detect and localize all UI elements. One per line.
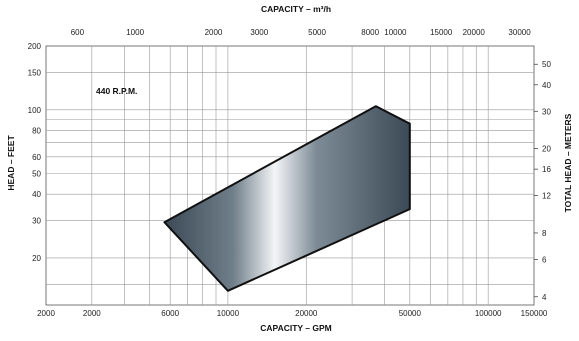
y-tick-label: 50 bbox=[32, 170, 41, 179]
x2-tick-label: 15000 bbox=[430, 28, 453, 37]
x-tick-label: 6000 bbox=[161, 309, 179, 318]
y-tick-label: 20 bbox=[32, 254, 41, 263]
y-axis-right-title: TOTAL HEAD – METERS bbox=[563, 113, 573, 212]
x-tick-label: 10000 bbox=[217, 309, 240, 318]
x-tick-label: 100000 bbox=[475, 309, 502, 318]
x2-tick-label: 2000 bbox=[205, 28, 223, 37]
y2-tick-label: 6 bbox=[542, 255, 547, 264]
x2-tick-label: 8000 bbox=[361, 28, 379, 37]
y2-tick-label: 8 bbox=[542, 229, 547, 238]
y-tick-label: 60 bbox=[32, 153, 41, 162]
rpm-annotation: 440 R.P.M. bbox=[96, 86, 137, 96]
y2-tick-label: 4 bbox=[542, 293, 547, 302]
y2-tick-label: 12 bbox=[542, 192, 551, 201]
y-tick-label: 200 bbox=[28, 42, 42, 51]
tick-labels: 2000 2000 6000 10000 20000 50000 100000 150000 6… bbox=[28, 28, 552, 318]
y-tick-label: 100 bbox=[28, 106, 42, 115]
y2-tick-label: 40 bbox=[542, 81, 551, 90]
x-tick-label: 2000 bbox=[83, 309, 101, 318]
x2-tick-label: 3000 bbox=[250, 28, 268, 37]
operating-region bbox=[163, 105, 411, 292]
x-axis-bottom-title: CAPACITY – GPM bbox=[260, 323, 331, 333]
x2-tick-label: 600 bbox=[71, 28, 85, 37]
chart-marks bbox=[163, 105, 411, 292]
y2-tick-label: 30 bbox=[542, 107, 551, 116]
x2-tick-label: 10000 bbox=[384, 28, 407, 37]
x-tick-label: 2000 bbox=[37, 309, 55, 318]
x-tick-label: 50000 bbox=[399, 309, 422, 318]
y2-tick-label: 16 bbox=[542, 165, 551, 174]
x-tick-label: 20000 bbox=[295, 309, 318, 318]
x2-tick-label: 1000 bbox=[126, 28, 144, 37]
y2-tick-label: 20 bbox=[542, 145, 551, 154]
plot-frame bbox=[45, 45, 535, 306]
y-tick-label: 80 bbox=[32, 126, 41, 135]
x2-tick-label: 30000 bbox=[508, 28, 531, 37]
x2-tick-label: 20000 bbox=[463, 28, 486, 37]
y2-tick-label: 50 bbox=[542, 60, 551, 69]
y-tick-label: 30 bbox=[32, 217, 41, 226]
x-tick-label: 150000 bbox=[521, 309, 548, 318]
y-tick-label: 150 bbox=[28, 68, 42, 77]
y-axis-left-title: HEAD – FEET bbox=[6, 135, 16, 191]
y-tick-label: 40 bbox=[32, 190, 41, 199]
x2-tick-label: 5000 bbox=[308, 28, 326, 37]
x-axis-top-title: CAPACITY – m³/h bbox=[261, 4, 331, 14]
